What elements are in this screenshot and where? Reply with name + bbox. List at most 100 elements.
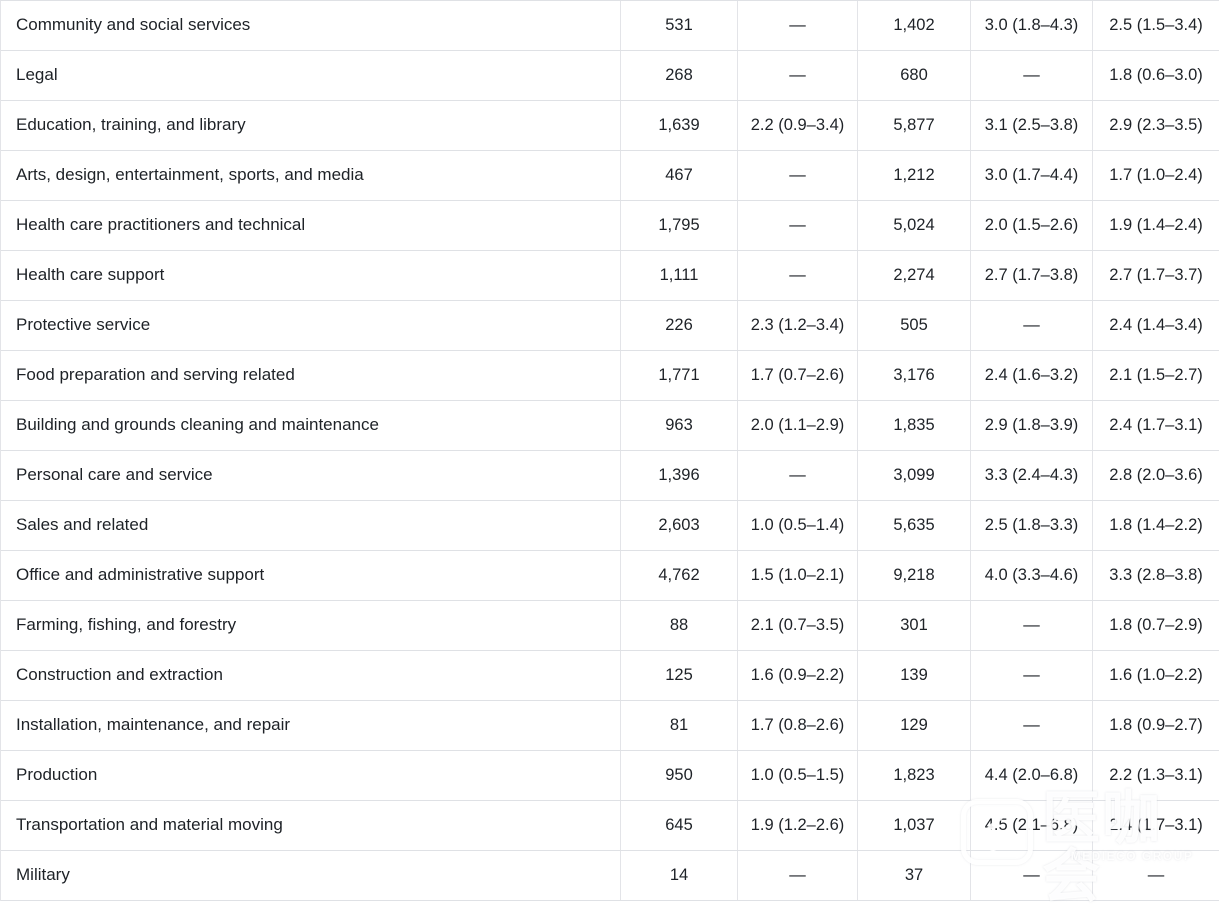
table-row: Production 950 1.0 (0.5–1.5) 1,823 4.4 (… [1, 751, 1219, 801]
table-row: Community and social services 531 — 1,40… [1, 1, 1219, 51]
table-row: Food preparation and serving related 1,7… [1, 351, 1219, 401]
count-cell-1: 1,639 [620, 101, 737, 150]
count-cell-2: 1,212 [857, 151, 970, 200]
rate-ci-cell-1: — [737, 851, 857, 900]
occupation-label-cell: Sales and related [16, 515, 149, 535]
occupation-label-cell: Arts, design, entertainment, sports, and… [16, 165, 364, 185]
rate-ci-cell-1: — [737, 51, 857, 100]
table-row: Protective service 226 2.3 (1.2–3.4) 505… [1, 301, 1219, 351]
rate-ci-cell-2: 2.7 (1.7–3.8) [970, 251, 1092, 300]
rate-ci-cell-1: — [737, 201, 857, 250]
table-row: Building and grounds cleaning and mainte… [1, 401, 1219, 451]
occupation-label-cell: Education, training, and library [16, 115, 246, 135]
table-row: Legal 268 — 680 — 1.8 (0.6–3.0) [1, 51, 1219, 101]
table-row: Sales and related 2,603 1.0 (0.5–1.4) 5,… [1, 501, 1219, 551]
count-cell-2: 680 [857, 51, 970, 100]
occupation-label-cell: Personal care and service [16, 465, 213, 485]
table-row: Education, training, and library 1,639 2… [1, 101, 1219, 151]
rate-ci-cell-2: 4.0 (3.3–4.6) [970, 551, 1092, 600]
occupation-label-cell: Health care practitioners and technical [16, 215, 306, 235]
count-cell-2: 3,176 [857, 351, 970, 400]
rate-ci-cell-2: — [970, 301, 1092, 350]
rate-ci-cell-3: 1.6 (1.0–2.2) [1092, 651, 1219, 700]
rate-ci-cell-1: 1.0 (0.5–1.4) [737, 501, 857, 550]
rate-ci-cell-2: — [970, 651, 1092, 700]
count-cell-1: 2,603 [620, 501, 737, 550]
rate-ci-cell-1: — [737, 151, 857, 200]
rate-ci-cell-3: 1.8 (0.6–3.0) [1092, 51, 1219, 100]
rate-ci-cell-3: 1.7 (1.0–2.4) [1092, 151, 1219, 200]
count-cell-1: 645 [620, 801, 737, 850]
rate-ci-cell-3: 2.7 (1.7–3.7) [1092, 251, 1219, 300]
table-row: Personal care and service 1,396 — 3,099 … [1, 451, 1219, 501]
count-cell-2: 3,099 [857, 451, 970, 500]
count-cell-2: 1,823 [857, 751, 970, 800]
count-cell-1: 81 [620, 701, 737, 750]
rate-ci-cell-2: 2.5 (1.8–3.3) [970, 501, 1092, 550]
rate-ci-cell-3: 2.1 (1.5–2.7) [1092, 351, 1219, 400]
occupation-label-cell: Community and social services [16, 15, 251, 35]
count-cell-1: 268 [620, 51, 737, 100]
table-row: Health care support 1,111 — 2,274 2.7 (1… [1, 251, 1219, 301]
rate-ci-cell-3: 2.8 (2.0–3.6) [1092, 451, 1219, 500]
count-cell-1: 1,396 [620, 451, 737, 500]
rate-ci-cell-2: — [970, 51, 1092, 100]
count-cell-1: 1,111 [620, 251, 737, 300]
count-cell-1: 1,795 [620, 201, 737, 250]
rate-ci-cell-2: 3.1 (2.5–3.8) [970, 101, 1092, 150]
rate-ci-cell-3: 2.4 (1.4–3.4) [1092, 301, 1219, 350]
rate-ci-cell-3: 3.3 (2.8–3.8) [1092, 551, 1219, 600]
count-cell-1: 531 [620, 1, 737, 50]
occupation-label-cell: Building and grounds cleaning and mainte… [16, 415, 379, 435]
count-cell-2: 37 [857, 851, 970, 900]
rate-ci-cell-1: 1.6 (0.9–2.2) [737, 651, 857, 700]
rate-ci-cell-1: — [737, 1, 857, 50]
count-cell-2: 1,402 [857, 1, 970, 50]
rate-ci-cell-1: 1.7 (0.8–2.6) [737, 701, 857, 750]
rate-ci-cell-3: 1.8 (1.4–2.2) [1092, 501, 1219, 550]
rate-ci-cell-1: 1.9 (1.2–2.6) [737, 801, 857, 850]
rate-ci-cell-2: 2.4 (1.6–3.2) [970, 351, 1092, 400]
table-row: Transportation and material moving 645 1… [1, 801, 1219, 851]
rate-ci-cell-3: 2.4 (1.7–3.1) [1092, 801, 1219, 850]
rate-ci-cell-1: — [737, 451, 857, 500]
count-cell-2: 1,037 [857, 801, 970, 850]
table-row: Farming, fishing, and forestry 88 2.1 (0… [1, 601, 1219, 651]
count-cell-1: 467 [620, 151, 737, 200]
occupation-label-cell: Farming, fishing, and forestry [16, 615, 237, 635]
occupation-label-cell: Transportation and material moving [16, 815, 283, 835]
rate-ci-cell-2: — [970, 851, 1092, 900]
rate-ci-cell-2: 3.3 (2.4–4.3) [970, 451, 1092, 500]
occupation-label-cell: Food preparation and serving related [16, 365, 295, 385]
occupation-label-cell: Office and administrative support [16, 565, 265, 585]
count-cell-2: 129 [857, 701, 970, 750]
count-cell-1: 14 [620, 851, 737, 900]
count-cell-1: 125 [620, 651, 737, 700]
occupation-label-cell: Construction and extraction [16, 665, 223, 685]
count-cell-1: 950 [620, 751, 737, 800]
occupation-label-cell: Legal [16, 65, 58, 85]
table-row: Health care practitioners and technical … [1, 201, 1219, 251]
rate-ci-cell-3: 2.5 (1.5–3.4) [1092, 1, 1219, 50]
count-cell-1: 963 [620, 401, 737, 450]
rate-ci-cell-2: — [970, 601, 1092, 650]
count-cell-2: 139 [857, 651, 970, 700]
count-cell-2: 505 [857, 301, 970, 350]
rate-ci-cell-3: 1.9 (1.4–2.4) [1092, 201, 1219, 250]
rate-ci-cell-1: 2.3 (1.2–3.4) [737, 301, 857, 350]
count-cell-2: 1,835 [857, 401, 970, 450]
table-row: Construction and extraction 125 1.6 (0.9… [1, 651, 1219, 701]
count-cell-2: 5,024 [857, 201, 970, 250]
rate-ci-cell-2: 3.0 (1.7–4.4) [970, 151, 1092, 200]
table-row: Office and administrative support 4,762 … [1, 551, 1219, 601]
count-cell-1: 88 [620, 601, 737, 650]
count-cell-1: 1,771 [620, 351, 737, 400]
rate-ci-cell-2: 2.0 (1.5–2.6) [970, 201, 1092, 250]
count-cell-2: 5,877 [857, 101, 970, 150]
rate-ci-cell-1: — [737, 251, 857, 300]
count-cell-1: 4,762 [620, 551, 737, 600]
rate-ci-cell-2: — [970, 701, 1092, 750]
occupation-label-cell: Installation, maintenance, and repair [16, 715, 291, 735]
